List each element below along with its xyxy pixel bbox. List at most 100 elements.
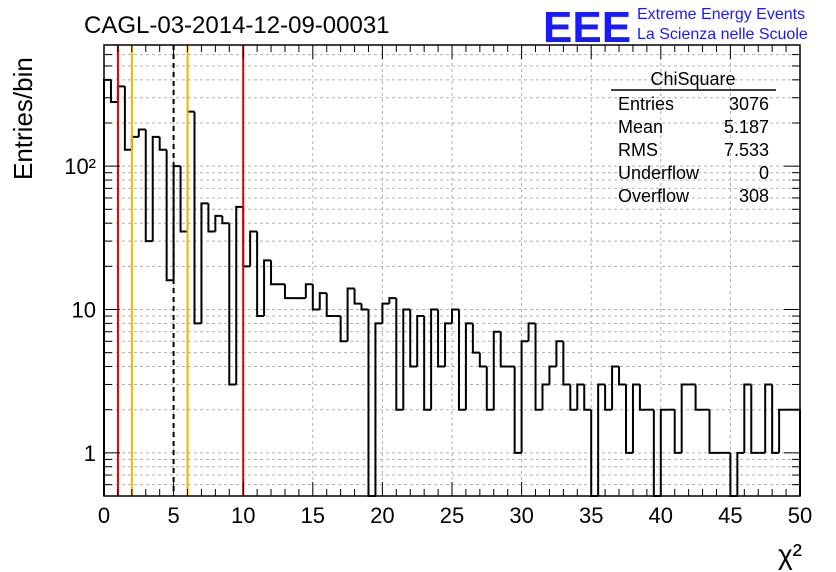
histogram-bin: [541, 383, 550, 410]
histogram-bin: [388, 297, 397, 304]
histogram-bin: [353, 288, 362, 305]
stats-value-rms: 7.533: [724, 140, 769, 160]
histogram-bin: [193, 111, 202, 325]
stats-label-mean: Mean: [618, 117, 663, 137]
histogram-bin: [527, 322, 536, 342]
histogram-bin: [471, 323, 480, 354]
histogram-bin: [304, 283, 313, 299]
x-tick-label: 10: [231, 503, 255, 528]
histogram-bin: [708, 409, 717, 454]
histogram-bin: [137, 128, 146, 137]
histogram-bin: [673, 409, 682, 454]
histogram-bin: [381, 302, 390, 324]
histogram-bin: [771, 384, 780, 454]
x-tick-label: 15: [301, 503, 325, 528]
histogram-bin: [416, 315, 425, 367]
stats-value-underflow: 0: [759, 163, 769, 183]
histogram-bin: [618, 366, 626, 386]
histogram-bin: [451, 308, 459, 324]
histogram-bin: [478, 352, 487, 368]
histogram-bin: [179, 166, 188, 233]
histogram-bin: [395, 298, 404, 411]
x-tick-label: 50: [788, 503, 812, 528]
page-title: CAGL-03-2014-12-09-00031: [84, 12, 390, 39]
stats-value-overflow: 308: [739, 186, 769, 206]
histogram-bin: [659, 408, 668, 496]
logo-mark: EEE: [543, 3, 631, 52]
stats-value-entries: 3076: [729, 94, 769, 114]
x-axis-label: χ²: [778, 539, 802, 570]
stats-label-underflow: Underflow: [618, 163, 700, 183]
histogram-bin: [499, 331, 508, 368]
logo-line1: Extreme Energy Events: [637, 6, 805, 23]
histogram-bin: [562, 341, 571, 386]
histogram-bin: [367, 309, 376, 497]
histogram-bin: [144, 129, 153, 243]
histogram-bin: [520, 340, 529, 453]
histogram-bin: [325, 293, 334, 318]
x-tick-label: 25: [440, 503, 464, 528]
histogram-bin: [339, 316, 348, 343]
axis-ticks: 0 5 10 15 20 25 30 35 40 45 50 1 10 10²: [64, 45, 812, 528]
x-tick-label: 5: [167, 503, 179, 528]
histogram-bin: [457, 309, 466, 411]
x-tick-label: 20: [370, 503, 394, 528]
histogram-bin: [263, 259, 272, 317]
histogram-bin: [151, 135, 160, 242]
histogram-bin: [374, 322, 383, 496]
histogram-bin: [611, 365, 620, 410]
histogram-bin: [764, 383, 773, 453]
histogram-bin: [638, 384, 647, 411]
x-tick-label: 0: [98, 503, 110, 528]
histogram-bin: [464, 322, 473, 410]
histogram-bin: [228, 223, 237, 386]
histogram-bin: [423, 316, 432, 411]
x-tick-label: 40: [649, 503, 673, 528]
histogram-bin: [485, 366, 494, 411]
histogram-bin: [158, 136, 167, 151]
histogram-bin: [235, 205, 244, 385]
histogram-bin: [311, 284, 320, 311]
histogram-bin: [444, 322, 452, 367]
stats-title: ChiSquare: [650, 69, 735, 89]
y-axis-label: Entries/bin: [8, 57, 38, 180]
histogram-bin: [736, 451, 745, 496]
histogram-bin: [694, 384, 703, 411]
histogram-bin: [103, 78, 111, 496]
histogram: [103, 78, 801, 497]
logo-line2: La Scienza nelle Scuole: [637, 26, 808, 43]
histogram-bin: [597, 383, 606, 496]
y-tick-label: 10²: [64, 154, 96, 179]
histogram-bin: [437, 309, 446, 368]
histogram-bin: [430, 308, 439, 410]
x-tick-label: 30: [509, 503, 533, 528]
histogram-bin: [555, 340, 564, 367]
histogram-bin: [548, 365, 557, 385]
histogram-bin: [402, 308, 411, 410]
histogram-bin: [109, 79, 118, 104]
histogram-bin: [492, 330, 501, 410]
stats-box: ChiSquare Entries 3076 Mean 5.187 RMS 7.…: [611, 69, 776, 206]
histogram-bin: [242, 206, 251, 268]
grid: [104, 45, 800, 496]
histogram-bin: [360, 303, 369, 311]
histogram-bin: [346, 287, 355, 342]
x-tick-label: 45: [718, 503, 742, 528]
histogram-bin: [221, 215, 230, 225]
stats-label-rms: RMS: [618, 140, 658, 160]
histogram-bin: [604, 384, 613, 411]
histogram-bin: [116, 85, 125, 103]
histogram-bin: [256, 231, 265, 318]
histogram-bin: [123, 86, 132, 151]
histogram-bin: [743, 383, 752, 453]
histogram-bin: [249, 230, 258, 267]
stats-value-mean: 5.187: [724, 117, 769, 137]
stats-label-entries: Entries: [618, 94, 674, 114]
histogram-bin: [778, 408, 787, 453]
marker-lines: [116, 45, 245, 496]
histogram-bin: [569, 384, 578, 411]
y-tick-label: 10: [72, 297, 96, 322]
histogram-bin: [680, 383, 689, 453]
histogram-bin: [534, 323, 543, 411]
